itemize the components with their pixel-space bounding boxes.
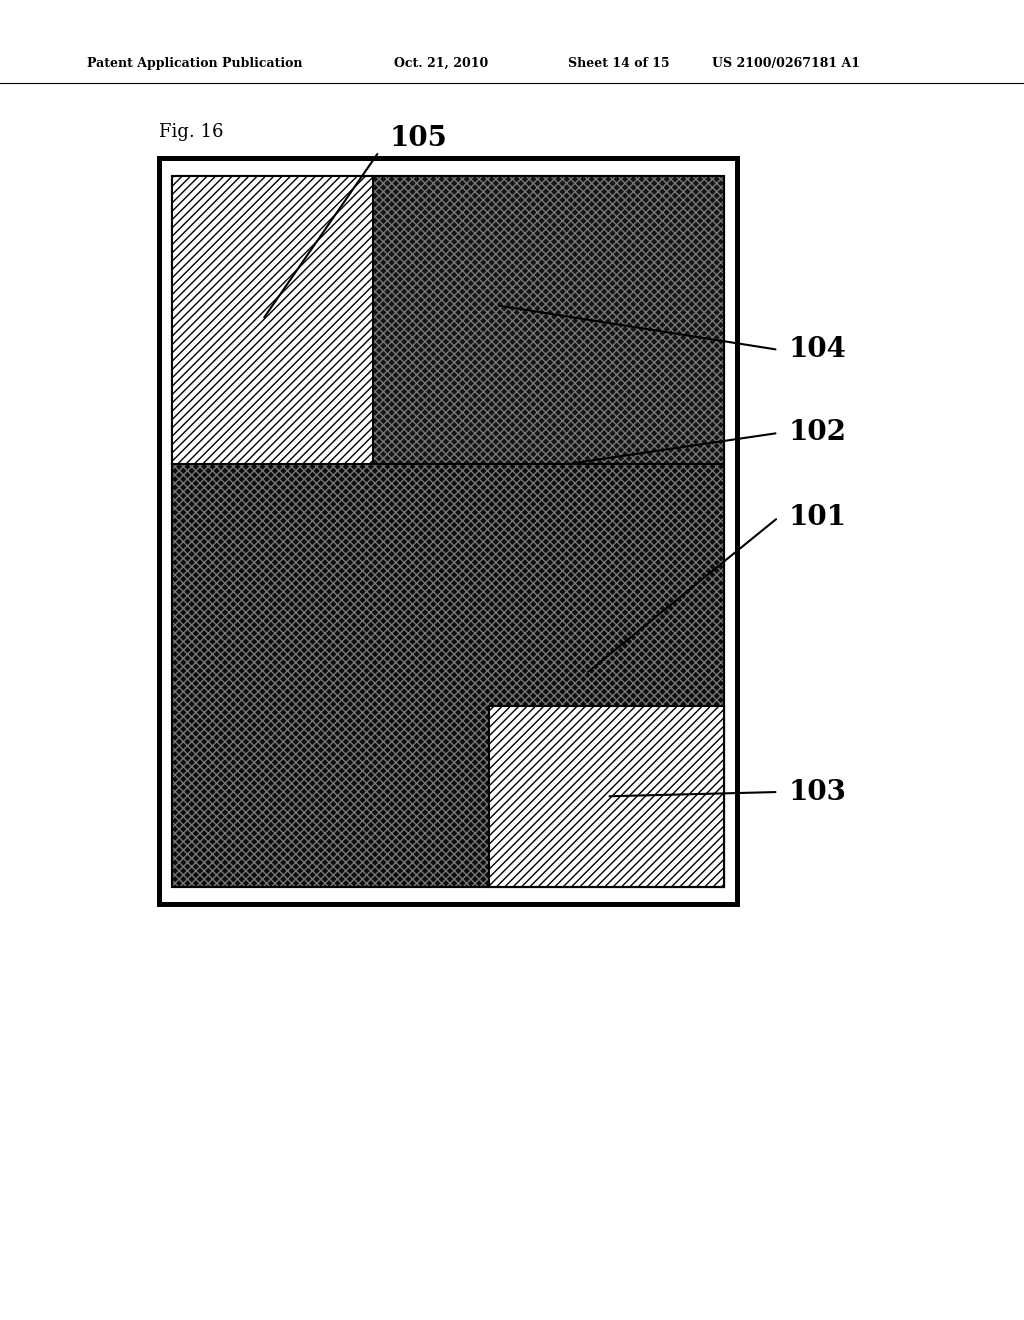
Bar <box>169 172 727 891</box>
Bar <box>489 706 724 887</box>
Text: Fig. 16: Fig. 16 <box>159 123 223 141</box>
Bar <box>172 176 724 887</box>
Text: 102: 102 <box>788 420 847 446</box>
Bar <box>489 706 724 887</box>
Text: 103: 103 <box>788 779 847 805</box>
Text: 101: 101 <box>788 504 847 531</box>
Bar <box>159 158 737 904</box>
Bar <box>172 176 724 887</box>
Text: Patent Application Publication: Patent Application Publication <box>87 57 302 70</box>
Text: Sheet 14 of 15: Sheet 14 of 15 <box>568 57 670 70</box>
Text: 104: 104 <box>788 337 847 363</box>
Bar <box>172 463 724 887</box>
Bar <box>374 176 724 463</box>
Text: US 2100/0267181 A1: US 2100/0267181 A1 <box>712 57 860 70</box>
Bar <box>172 176 374 463</box>
Bar <box>159 158 737 904</box>
Text: Oct. 21, 2010: Oct. 21, 2010 <box>394 57 488 70</box>
Text: 105: 105 <box>389 125 447 152</box>
Bar <box>374 176 724 463</box>
